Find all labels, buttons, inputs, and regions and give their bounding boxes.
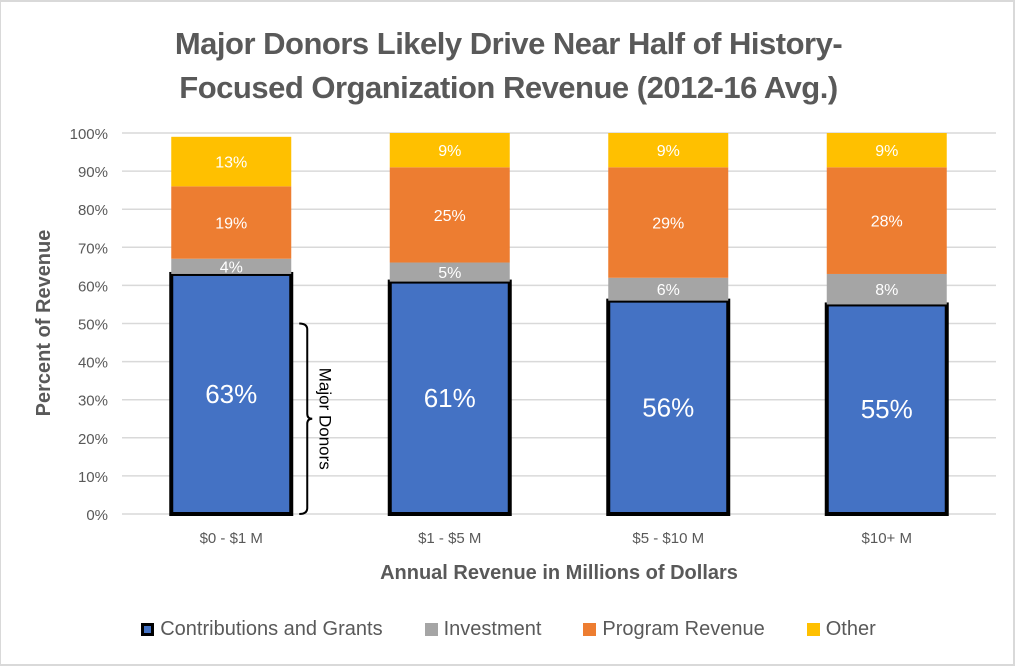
y-axis-ticks: 0% 10% 20% 30% 40% 50% 60% 70% 80% 90% 100%: [70, 126, 108, 524]
x-tick-label: $5 - $10 M: [632, 530, 704, 547]
data-label: 4%: [220, 259, 243, 276]
bar-segment-investment: [826, 273, 947, 305]
brace-annotation: [299, 322, 313, 515]
data-label: 25%: [434, 208, 466, 225]
bar-segment-program-revenue: [389, 167, 510, 263]
legend-item: Contributions and Grants: [141, 618, 383, 641]
y-tick-label: 60%: [78, 278, 108, 295]
bars: 63% 4% 19% 13% 61% 5% 25% 9% 56% 6% 29% 9% 55% 8% 28% 9…: [169, 133, 949, 517]
y-tick-label: 40%: [78, 355, 108, 372]
legend-label: Investment: [443, 618, 542, 640]
legend-item: Other: [806, 618, 876, 641]
legend-swatch: [583, 623, 597, 636]
bar-segment-investment: [389, 262, 510, 282]
bar-segment-investment: [608, 277, 729, 301]
legend-swatch: [806, 623, 820, 636]
data-label: 8%: [875, 282, 898, 299]
x-tick-label: $1 - $5 M: [418, 530, 481, 547]
annotations: Major Donors: [299, 322, 334, 515]
y-tick-label: 0%: [86, 507, 108, 524]
bar-segment-contributions-and-grants: [824, 302, 949, 517]
data-label: 29%: [652, 216, 684, 233]
legend-label: Other: [825, 618, 876, 640]
bar-segment-other: [826, 133, 947, 168]
legend-item: Program Revenue: [583, 618, 765, 641]
chart-title: Major Donors Likely Drive Near Half of H…: [0, 22, 1017, 110]
chart-title-line-1: Major Donors Likely Drive Near Half of H…: [174, 26, 843, 61]
bar-segment-contributions-and-grants: [606, 298, 731, 517]
bar-segment-program-revenue: [171, 186, 292, 259]
y-axis-label: Percent of Revenue: [33, 230, 55, 417]
legend-item: Investment: [424, 618, 542, 641]
y-tick-label: 90%: [78, 164, 108, 181]
bar-stack: 56% 6% 29% 9%: [606, 133, 731, 517]
y-tick-label: 70%: [78, 240, 108, 257]
y-tick-label: 80%: [78, 202, 108, 219]
bar-segment-investment: [171, 258, 292, 274]
y-tick-label: 100%: [70, 126, 108, 143]
data-label: 19%: [215, 216, 247, 233]
legend-swatch: [424, 623, 438, 636]
data-label: 55%: [861, 394, 913, 424]
data-label: 63%: [205, 379, 257, 409]
data-label: 61%: [424, 383, 476, 413]
y-tick-label: 20%: [78, 431, 108, 448]
data-label: 56%: [642, 392, 694, 422]
bar-segment-other: [171, 136, 292, 187]
x-tick-label: $10+ M: [862, 530, 912, 547]
legend: Contributions and Grants Investment Progra…: [0, 618, 1017, 641]
x-axis-ticks: $0 - $1 M $1 - $5 M $5 - $10 M $10+ M: [200, 530, 912, 547]
x-axis-label: Annual Revenue in Millions of Dollars: [380, 562, 738, 584]
bar-segment-other: [389, 133, 510, 168]
legend-swatch: [141, 623, 155, 636]
bar-stack: 61% 5% 25% 9%: [387, 133, 512, 516]
y-tick-label: 30%: [78, 393, 108, 410]
bar-segment-program-revenue: [826, 167, 947, 274]
data-label: 13%: [215, 155, 247, 172]
y-tick-label: 10%: [78, 469, 108, 486]
bar-segment-contributions-and-grants: [169, 271, 294, 516]
data-label: 9%: [657, 143, 680, 160]
chart-title-line-2: Focused Organization Revenue (2012-16 Av…: [179, 70, 838, 105]
data-label: 6%: [657, 282, 680, 299]
bar-segment-program-revenue: [608, 167, 729, 278]
bar-stack: 63% 4% 19% 13%: [169, 136, 294, 516]
annotation-label: Major Donors: [315, 368, 334, 470]
data-label: 5%: [438, 265, 461, 282]
data-label: 9%: [438, 143, 461, 160]
bar-stack: 55% 8% 28% 9%: [824, 133, 949, 517]
y-tick-label: 50%: [78, 317, 108, 334]
legend-label: Program Revenue: [602, 618, 765, 640]
legend-label: Contributions and Grants: [160, 618, 383, 640]
x-tick-label: $0 - $1 M: [200, 530, 263, 547]
bar-segment-other: [608, 133, 729, 168]
data-label: 9%: [875, 143, 898, 160]
data-label: 28%: [871, 214, 903, 231]
